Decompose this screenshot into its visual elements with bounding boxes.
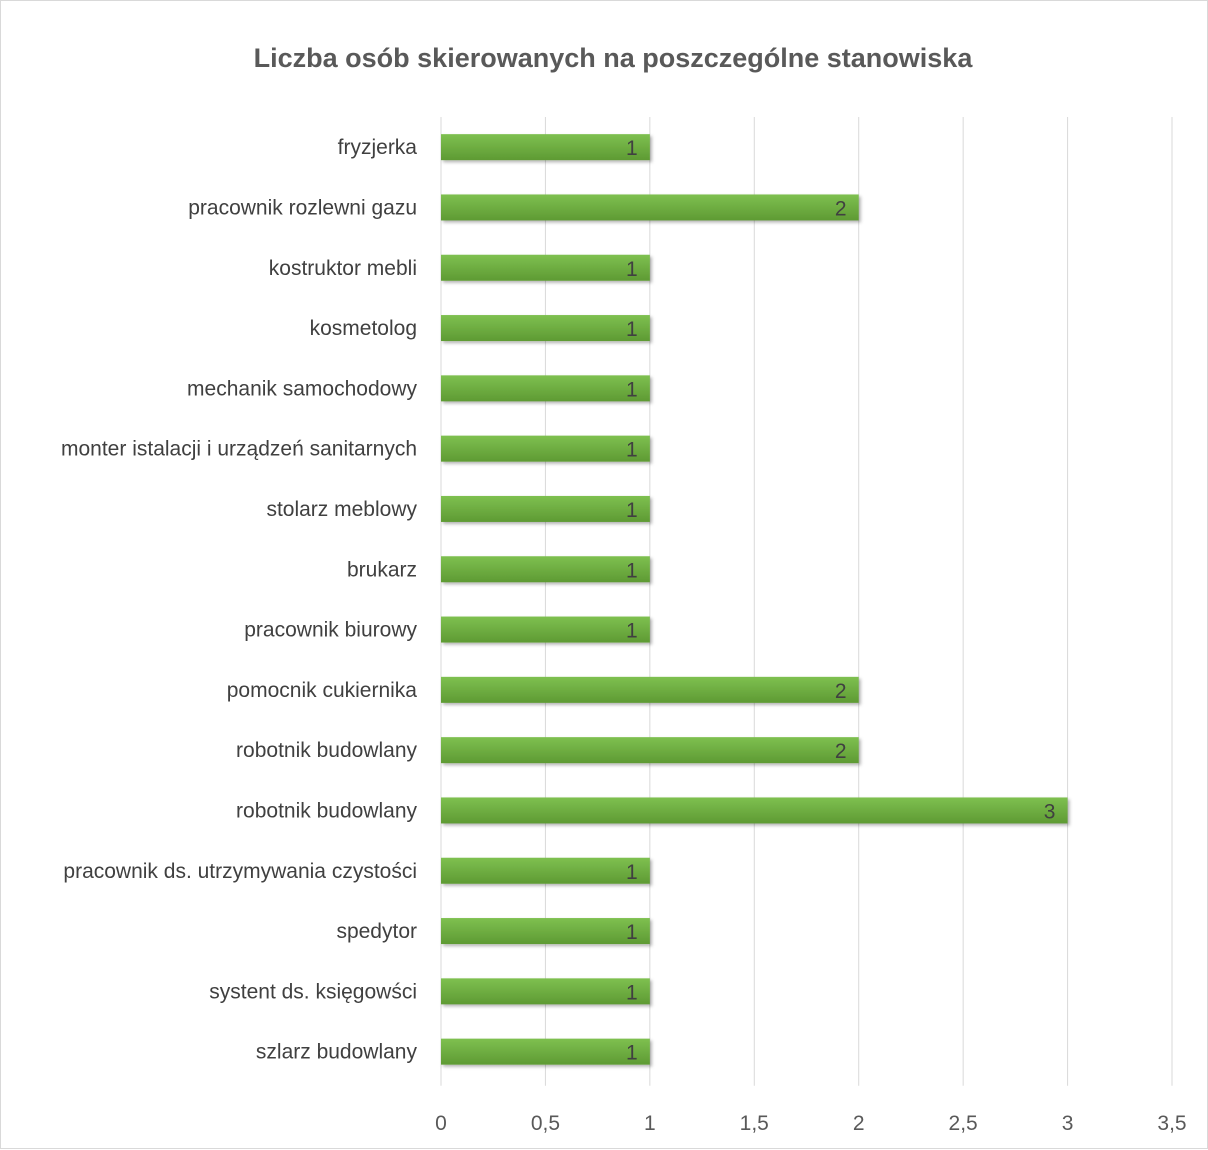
bar [441, 375, 650, 402]
bar [441, 254, 650, 281]
data-label: 1 [626, 318, 638, 341]
category-label: stolarz meblowy [266, 498, 417, 521]
category-label: kostruktor mebli [269, 257, 417, 280]
bar [441, 857, 650, 884]
data-label: 1 [626, 620, 638, 643]
x-tick-label: 2,5 [949, 1112, 978, 1135]
bar [441, 918, 650, 945]
bar [441, 315, 650, 342]
category-label: pracownik ds. utrzymywania czystości [63, 860, 417, 883]
x-tick-label: 3 [1062, 1112, 1074, 1135]
bar [441, 134, 650, 161]
data-label: 1 [626, 981, 638, 1004]
category-label: mechanik samochodowy [187, 377, 417, 400]
category-label: brukarz [347, 558, 417, 581]
bar [441, 495, 650, 522]
data-label: 2 [835, 197, 847, 220]
x-tick-label: 1 [644, 1112, 656, 1135]
chart-title: Liczba osób skierowanych na poszczególne… [254, 43, 974, 73]
bar [441, 676, 859, 703]
x-tick-label: 1,5 [740, 1112, 769, 1135]
bar [441, 616, 650, 643]
category-label: pracownik rozlewni gazu [188, 196, 417, 219]
data-label: 3 [1044, 800, 1056, 823]
category-label: szlarz budowlany [256, 1041, 418, 1064]
category-label: robotnik budowlany [236, 739, 417, 762]
category-label: systent ds. księgowści [209, 980, 417, 1003]
bar [441, 1038, 650, 1065]
category-label: pomocnik cukiernika [227, 679, 418, 702]
x-tick-label: 0 [435, 1112, 447, 1135]
x-tick-label: 3,5 [1157, 1112, 1186, 1135]
x-axis-tick-labels: 0 0,5 1 1,5 2 2,5 3 3,5 [435, 1112, 1186, 1135]
data-label: 1 [626, 1042, 638, 1065]
data-label: 1 [626, 439, 638, 462]
bar [441, 435, 650, 462]
data-labels: 1 2 1 1 1 1 1 1 1 2 2 3 1 1 1 1 [626, 137, 1055, 1065]
x-tick-label: 2 [853, 1112, 865, 1135]
bar [441, 978, 650, 1005]
bar [441, 556, 650, 583]
category-label: monter istalacji i urządzeń sanitarnych [61, 438, 417, 461]
x-tick-label: 0,5 [531, 1112, 560, 1135]
category-label: spedytor [336, 920, 417, 943]
data-label: 1 [626, 258, 638, 281]
bar [441, 737, 859, 764]
category-label: kosmetolog [310, 317, 417, 340]
data-label: 1 [626, 137, 638, 160]
category-labels: fryzjerka pracownik rozlewni gazu kostrukt… [61, 136, 417, 1064]
data-label: 2 [835, 740, 847, 763]
data-label: 2 [835, 680, 847, 703]
category-label: robotnik budowlany [236, 799, 417, 822]
bar [441, 797, 1068, 824]
bar [441, 194, 859, 221]
data-label: 1 [626, 499, 638, 522]
data-label: 1 [626, 378, 638, 401]
data-label: 1 [626, 559, 638, 582]
data-label: 1 [626, 861, 638, 884]
category-label: fryzjerka [338, 136, 418, 159]
data-label: 1 [626, 921, 638, 944]
category-label: pracownik biurowy [244, 619, 417, 642]
bars [441, 134, 1068, 1065]
